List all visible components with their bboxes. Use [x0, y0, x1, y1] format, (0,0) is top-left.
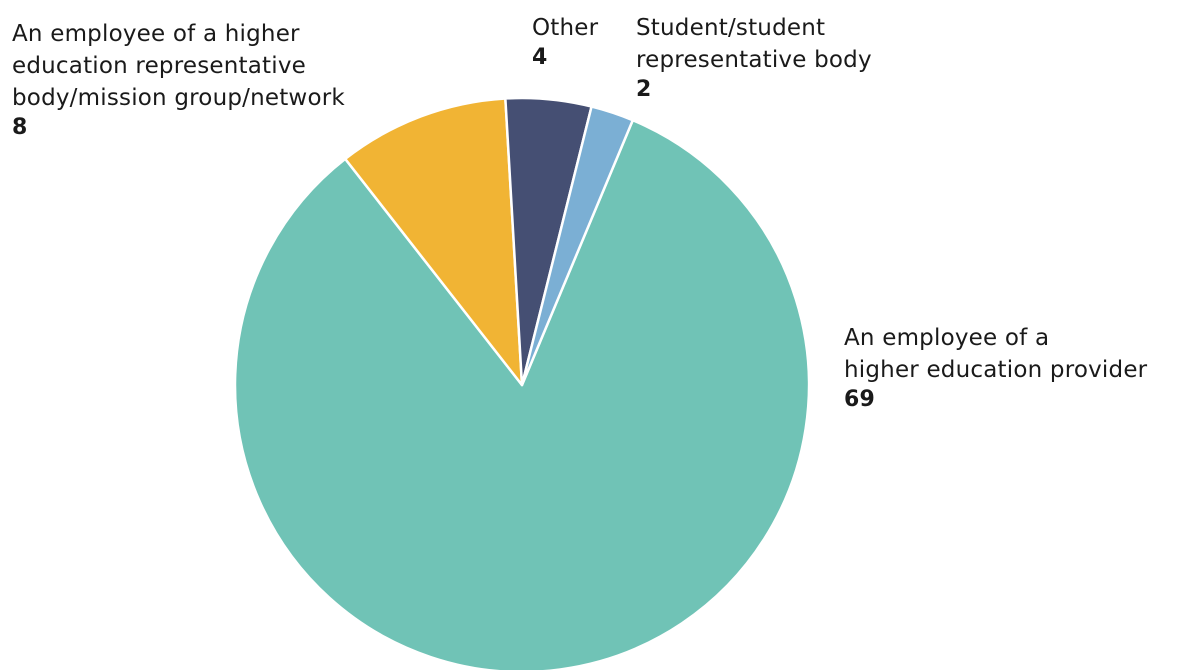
pie-slice-representative-body-employee — [343, 97, 524, 387]
slice-label-student-body: Student/student representative body 2 — [636, 12, 872, 104]
slice-label-line: An employee of a — [844, 325, 1050, 351]
slice-value: 4 — [532, 45, 548, 70]
slice-label-line: Other — [532, 15, 599, 41]
pie-slices — [233, 96, 811, 670]
slice-label-line: higher education provider — [844, 357, 1148, 383]
pie-slice-student-body — [520, 105, 635, 387]
pie-slice-provider-employee — [233, 118, 811, 670]
slice-label-line: representative body — [636, 47, 872, 73]
slice-value: 8 — [12, 115, 28, 140]
slice-label-line: An employee of a higher — [12, 21, 300, 47]
slice-value: 2 — [636, 77, 652, 102]
slice-label-line: Student/student — [636, 15, 826, 41]
slice-value: 69 — [844, 387, 876, 412]
slice-label-line: body/mission group/network — [12, 85, 345, 111]
slice-label-line: education representative — [12, 53, 307, 79]
slice-label-provider-employee: An employee of a higher education provid… — [844, 322, 1147, 414]
slice-label-other: Other 4 — [532, 12, 598, 72]
slice-label-representative-body-employee: An employee of a higher education repres… — [12, 18, 345, 142]
